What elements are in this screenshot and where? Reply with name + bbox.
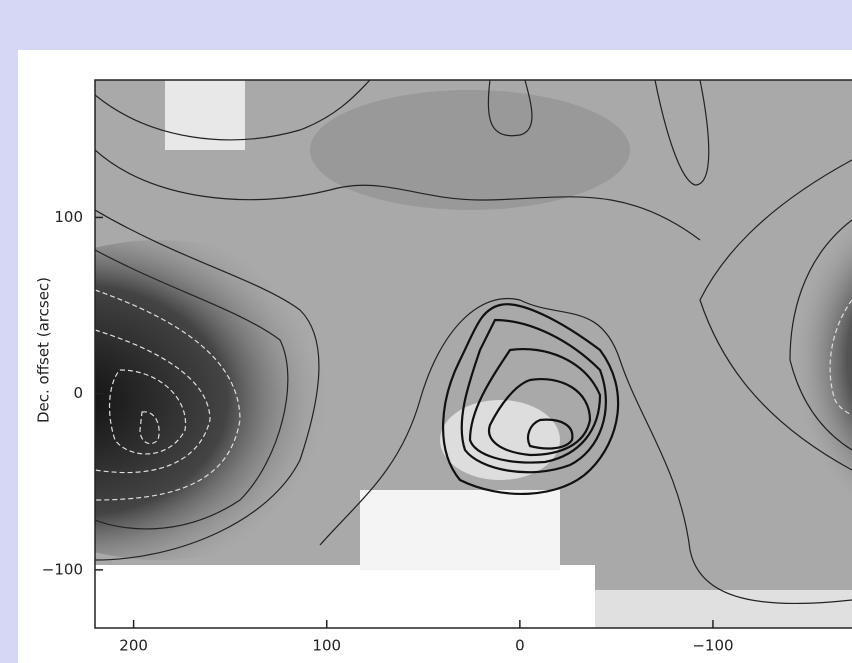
plot-frame [94, 79, 852, 629]
x-tick-label: 200 [119, 637, 148, 655]
x-tick-label: 0 [515, 637, 525, 655]
y-tick-label: 100 [54, 208, 83, 226]
y-tick-label: −100 [42, 560, 83, 578]
y-axis-label: Dec. offset (arcsec) [35, 277, 53, 423]
x-tick-label: 100 [312, 637, 341, 655]
y-tick-label: 0 [73, 384, 83, 402]
map-image [95, 80, 852, 628]
x-tick-label: −100 [692, 637, 733, 655]
